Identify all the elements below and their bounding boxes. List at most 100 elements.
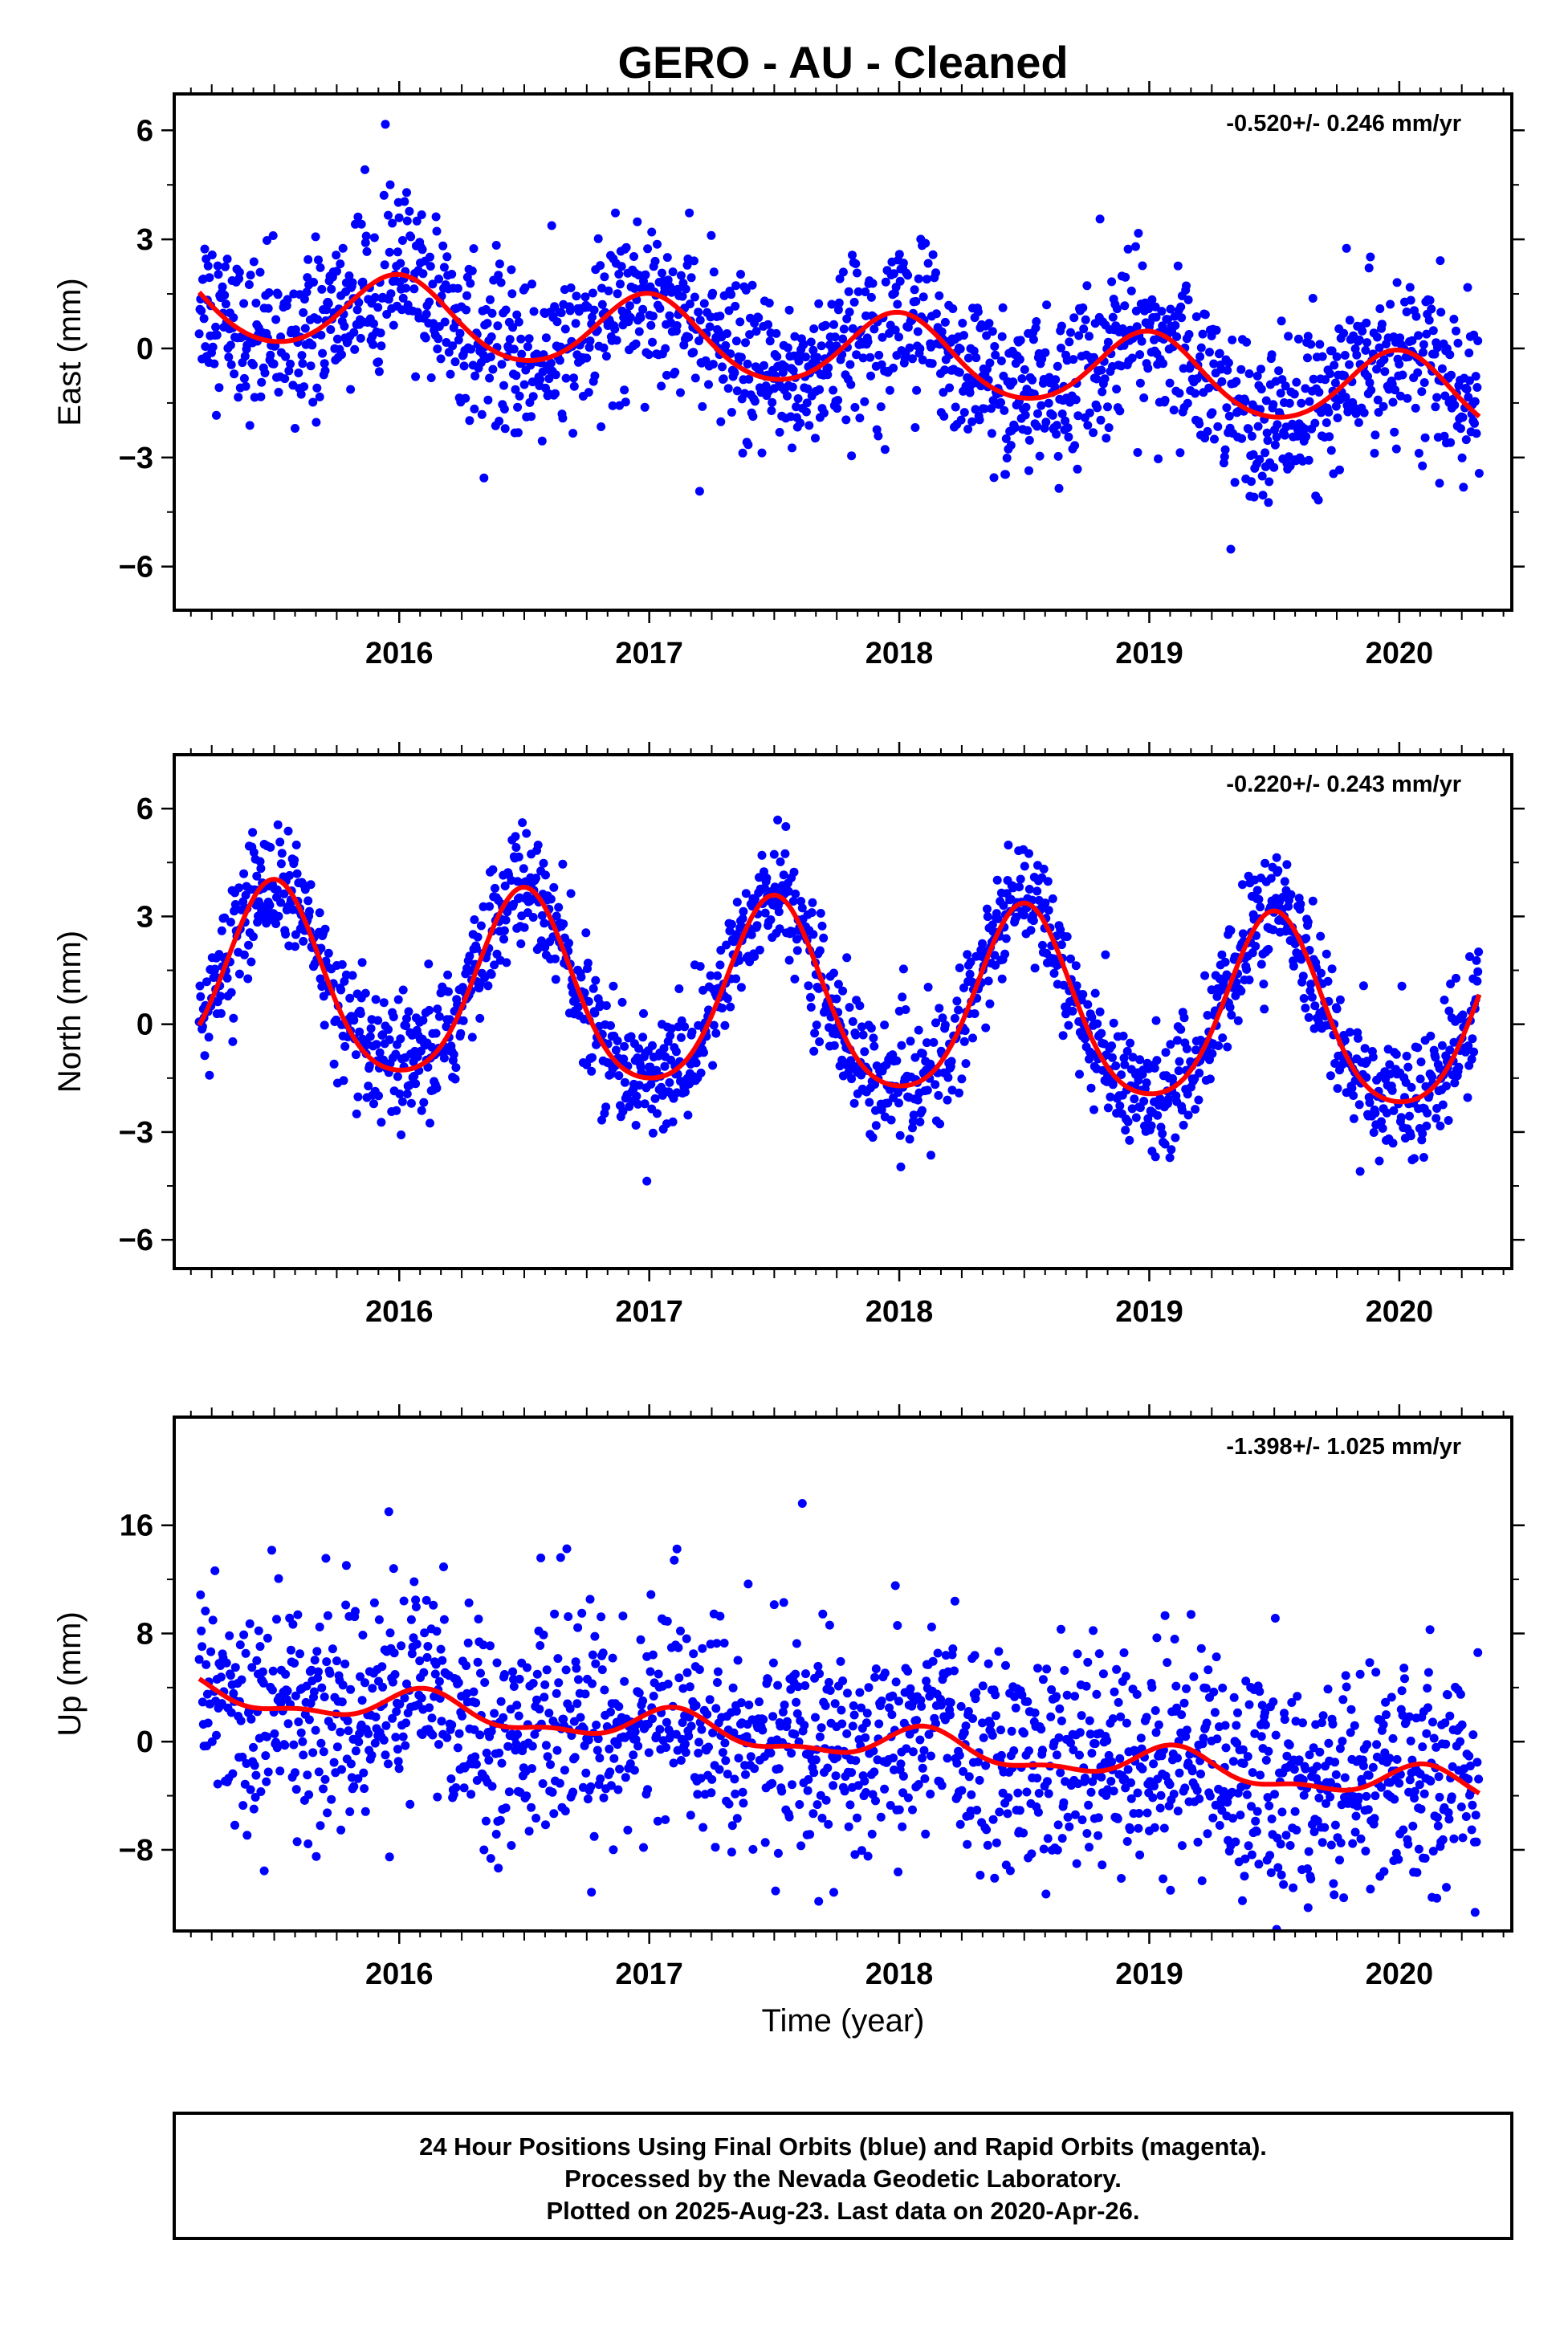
data-point [1301, 934, 1311, 943]
data-point [983, 912, 992, 922]
data-point [214, 383, 224, 393]
data-point [954, 1005, 963, 1015]
data-point [1402, 308, 1411, 316]
data-point [720, 1738, 730, 1748]
data-point [711, 1704, 721, 1713]
data-point [469, 1687, 479, 1697]
data-point [1028, 335, 1038, 344]
data-point [434, 1676, 444, 1686]
data-point [611, 1045, 621, 1055]
data-point [1073, 464, 1082, 474]
data-point [676, 1626, 685, 1635]
data-point [906, 1684, 915, 1693]
data-point [707, 1774, 717, 1784]
data-point [286, 1645, 295, 1655]
data-point [629, 1750, 638, 1760]
data-point [1375, 1156, 1384, 1166]
data-point [1420, 433, 1430, 442]
x-tick-label: 2018 [865, 1295, 934, 1329]
data-point [808, 930, 818, 939]
data-point [338, 243, 348, 253]
data-point [1372, 332, 1382, 342]
data-point [266, 350, 275, 360]
data-point [1418, 461, 1427, 470]
data-point [1097, 1029, 1106, 1038]
data-point [486, 1854, 495, 1864]
data-point [1244, 976, 1254, 984]
data-point [1270, 440, 1280, 450]
data-point [683, 1110, 693, 1120]
data-point [1349, 1114, 1358, 1123]
data-point [830, 332, 840, 342]
data-point [389, 1012, 398, 1021]
data-point [317, 284, 327, 294]
data-point [346, 1759, 356, 1769]
data-point [689, 348, 698, 357]
data-point [293, 1610, 303, 1619]
data-point [399, 1596, 409, 1606]
data-point [1039, 864, 1049, 874]
data-point [205, 1070, 214, 1080]
data-point [505, 335, 515, 344]
data-point [454, 1678, 463, 1688]
data-point [1407, 1082, 1416, 1092]
data-point [283, 295, 292, 304]
data-point [839, 324, 849, 334]
data-point [721, 340, 731, 350]
data-point [601, 1001, 611, 1010]
data-point [845, 1800, 855, 1810]
data-point [442, 1733, 452, 1742]
data-point [217, 926, 226, 935]
data-point [712, 1639, 722, 1648]
data-point [1301, 384, 1310, 393]
data-point [327, 1794, 336, 1804]
data-point [1107, 1041, 1117, 1051]
data-point [1043, 1834, 1053, 1843]
data-point [1044, 906, 1053, 915]
data-point [893, 1621, 902, 1630]
data-point [968, 1714, 977, 1723]
data-point [1411, 312, 1421, 321]
data-point [1089, 1105, 1098, 1114]
data-point [693, 1790, 703, 1799]
data-point [996, 356, 1006, 365]
data-point [391, 1049, 401, 1059]
data-point [905, 343, 914, 352]
data-point [1354, 1100, 1364, 1110]
data-point [374, 1091, 383, 1101]
data-point [336, 259, 345, 269]
plot-area [194, 120, 1484, 554]
data-point [684, 1731, 694, 1741]
data-point [488, 865, 498, 874]
data-point [1121, 272, 1130, 282]
data-point [1147, 295, 1157, 304]
data-point [774, 907, 784, 917]
data-point [937, 1781, 947, 1790]
data-point [1310, 1001, 1320, 1011]
data-point [759, 1715, 768, 1725]
data-point [815, 1037, 825, 1046]
data-point [1049, 968, 1059, 978]
data-point [849, 1710, 859, 1720]
data-point [299, 936, 308, 946]
data-point [1165, 1153, 1175, 1163]
data-point [945, 1710, 955, 1720]
data-point [979, 404, 989, 413]
data-point [803, 1786, 813, 1795]
data-point [263, 1633, 272, 1643]
data-point [1286, 890, 1296, 899]
data-point [1044, 1789, 1053, 1798]
data-point [959, 408, 969, 418]
data-point [1375, 343, 1384, 352]
data-point [1465, 376, 1474, 385]
data-point [1128, 1053, 1138, 1062]
data-point [1425, 295, 1435, 305]
data-point [1366, 252, 1375, 262]
data-point [1391, 444, 1401, 454]
data-point [650, 256, 660, 266]
data-point [494, 271, 503, 280]
data-point [1315, 340, 1325, 349]
data-point [871, 1796, 880, 1806]
data-point [1303, 917, 1313, 927]
data-point [726, 1002, 735, 1012]
